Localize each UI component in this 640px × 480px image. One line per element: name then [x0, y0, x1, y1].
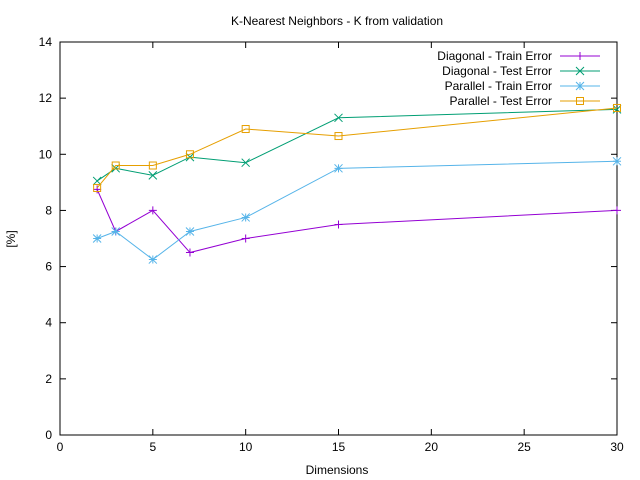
legend-label: Diagonal - Train Error [437, 49, 552, 63]
y-tick-label: 0 [45, 428, 52, 442]
data-point-series-1 [334, 220, 343, 229]
data-point-series-2 [92, 176, 102, 186]
data-point-series-4 [185, 150, 194, 159]
data-point-series-3 [241, 213, 251, 222]
data-point-series-3 [334, 163, 343, 173]
data-point-series-4 [613, 103, 621, 112]
y-tick-label: 4 [45, 316, 52, 330]
chart-title: K-Nearest Neighbors - K from validation [231, 14, 443, 28]
series-line-2 [96, 108, 618, 182]
data-point-series-1 [93, 185, 102, 194]
y-tick-label: 6 [45, 260, 52, 274]
series-line-3 [96, 160, 618, 261]
data-point-series-3 [612, 156, 622, 166]
y-tick-label: 8 [45, 203, 52, 217]
legend-label: Diagonal - Test Error [442, 64, 552, 78]
legend-marker [576, 97, 584, 105]
series-line-4 [96, 107, 618, 189]
data-point-series-4 [111, 161, 120, 170]
data-point-series-3 [148, 255, 158, 264]
data-point-series-4 [148, 161, 157, 170]
y-tick-label: 10 [39, 147, 53, 161]
data-point-series-1 [185, 248, 194, 257]
y-tick-label: 12 [39, 91, 53, 105]
y-tick-label: 14 [39, 35, 53, 49]
x-tick-label: 20 [425, 440, 439, 454]
data-point-series-1 [241, 234, 250, 243]
legend-marker [576, 52, 584, 60]
legend-label: Parallel - Test Error [450, 94, 552, 108]
y-axis-label: [%] [4, 230, 18, 247]
y-tick-label: 2 [45, 372, 52, 386]
x-tick-label: 30 [610, 440, 624, 454]
x-axis-label: Dimensions [306, 463, 369, 477]
data-point-series-2 [185, 152, 195, 162]
plot-area: 0 5 10 15 20 25 30 0 2 4 6 8 10 12 14 Diagonal - Train … [39, 35, 624, 454]
data-point-series-2 [334, 113, 343, 123]
data-point-series-4 [334, 132, 343, 141]
data-point-series-1 [148, 206, 157, 215]
data-point-series-1 [613, 206, 621, 215]
data-point-series-4 [241, 125, 250, 134]
x-tick-label: 5 [149, 440, 156, 454]
data-point-series-2 [148, 170, 158, 180]
data-point-series-3 [92, 234, 102, 243]
x-tick-label: 25 [517, 440, 531, 454]
data-point-series-2 [241, 158, 251, 168]
data-point-series-3 [185, 227, 195, 236]
legend-marker [575, 81, 585, 91]
data-point-series-3 [111, 227, 121, 236]
legend-label: Parallel - Train Error [445, 79, 552, 93]
x-tick-label: 10 [239, 440, 253, 454]
x-tick-label: 15 [332, 440, 346, 454]
x-tick-label: 0 [57, 440, 64, 454]
data-point-series-2 [612, 105, 622, 114]
data-point-series-4 [93, 183, 102, 192]
legend-marker [575, 66, 585, 76]
